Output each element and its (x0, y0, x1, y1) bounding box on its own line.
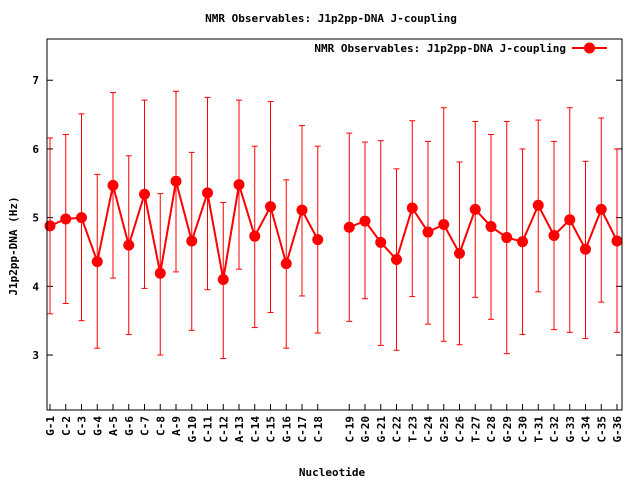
x-tick-label: G-6 (123, 416, 136, 436)
x-tick-label: C-19 (343, 416, 356, 443)
x-tick-label: G-20 (359, 416, 372, 443)
data-point (296, 204, 308, 216)
x-tick-label: T-23 (406, 416, 419, 443)
x-tick-label: C-8 (154, 416, 167, 436)
data-point (233, 179, 245, 191)
data-point (170, 175, 182, 187)
data-point (265, 201, 276, 213)
data-point (501, 232, 513, 244)
x-tick-label: C-17 (296, 416, 309, 443)
data-point (139, 188, 150, 200)
x-tick-label: A-13 (233, 416, 246, 443)
y-axis-label: J1p2pp-DNA (Hz) (7, 196, 20, 295)
data-point (548, 229, 560, 241)
y-tick-label: 6 (32, 143, 39, 156)
data-point (532, 199, 544, 211)
y-tick-label: 3 (32, 349, 39, 362)
x-tick-label: G-16 (280, 416, 293, 443)
x-axis-label: Nucleotide (299, 466, 366, 479)
x-tick-label: C-18 (312, 416, 325, 443)
data-point (595, 203, 607, 215)
x-tick-label: C-26 (454, 416, 467, 443)
data-point (202, 187, 213, 199)
x-tick-label: C-35 (595, 416, 608, 443)
x-tick-label: C-14 (249, 416, 262, 443)
data-point (91, 256, 103, 268)
plot-frame (46, 38, 623, 411)
x-tick-label: C-24 (422, 416, 435, 443)
data-point (391, 254, 402, 266)
x-tick-label: C-28 (485, 416, 498, 443)
data-point (107, 179, 119, 191)
data-point (312, 234, 324, 246)
x-tick-label: C-22 (391, 416, 404, 443)
data-point (422, 226, 434, 238)
data-point (517, 236, 528, 248)
data-point (375, 236, 387, 248)
x-tick-label: T-31 (532, 416, 545, 443)
data-point (564, 214, 576, 226)
y-tick-label: 7 (32, 74, 39, 87)
plot-area: 3 4 5 6 7 G-1 C-2 C-3 G-4 A-5 G-6 C-7 C-8 A-9 G-10 C-11… (32, 74, 624, 442)
series-line (49, 180, 319, 280)
x-tick-label: C-12 (217, 416, 230, 443)
x-tick-label: G-29 (501, 416, 514, 443)
x-tick-label: C-30 (517, 416, 530, 443)
data-point (154, 267, 166, 279)
x-tick-label: G-33 (564, 416, 577, 443)
x-tick-label: C-15 (265, 416, 278, 443)
x-tick-label: G-10 (186, 416, 199, 443)
data-point (485, 221, 497, 233)
x-tick-label: C-32 (548, 416, 561, 443)
data-point (359, 215, 371, 227)
chart-title: NMR Observables: J1p2pp-DNA J-coupling (205, 12, 457, 25)
legend: NMR Observables: J1p2pp-DNA J-coupling (314, 42, 607, 55)
x-tick-label: C-2 (60, 416, 73, 436)
x-tick-label: A-9 (170, 416, 183, 436)
data-point (343, 221, 355, 233)
data-point (60, 213, 72, 225)
y-tick-label: 5 (32, 212, 39, 225)
y-tick-label: 4 (32, 280, 39, 293)
data-point (217, 273, 229, 285)
data-point (280, 258, 292, 270)
x-tick-label: G-21 (375, 416, 388, 443)
data-point (76, 212, 87, 224)
x-tick-label: A-5 (107, 416, 120, 436)
x-tick-label: G-36 (611, 416, 624, 443)
data-point (611, 235, 623, 247)
legend-marker (584, 42, 595, 54)
legend-label: NMR Observables: J1p2pp-DNA J-coupling (314, 42, 566, 55)
data-point (469, 203, 481, 215)
data-point (123, 239, 135, 251)
data-point (406, 202, 418, 214)
x-tick-label: G-4 (91, 416, 104, 436)
data-point (186, 235, 198, 247)
x-tick-label: C-34 (580, 416, 593, 443)
data-point (438, 219, 450, 230)
x-tick-label: G-1 (44, 416, 57, 436)
x-tick-label: G-25 (438, 416, 451, 443)
x-tick-label: C-3 (76, 416, 89, 436)
data-point (580, 243, 591, 255)
data-point (44, 220, 56, 232)
x-tick-label: T-27 (469, 416, 482, 443)
x-tick-label: C-11 (202, 416, 215, 443)
data-point (454, 247, 465, 259)
x-tick-label: C-7 (139, 416, 152, 436)
data-point (249, 230, 261, 242)
